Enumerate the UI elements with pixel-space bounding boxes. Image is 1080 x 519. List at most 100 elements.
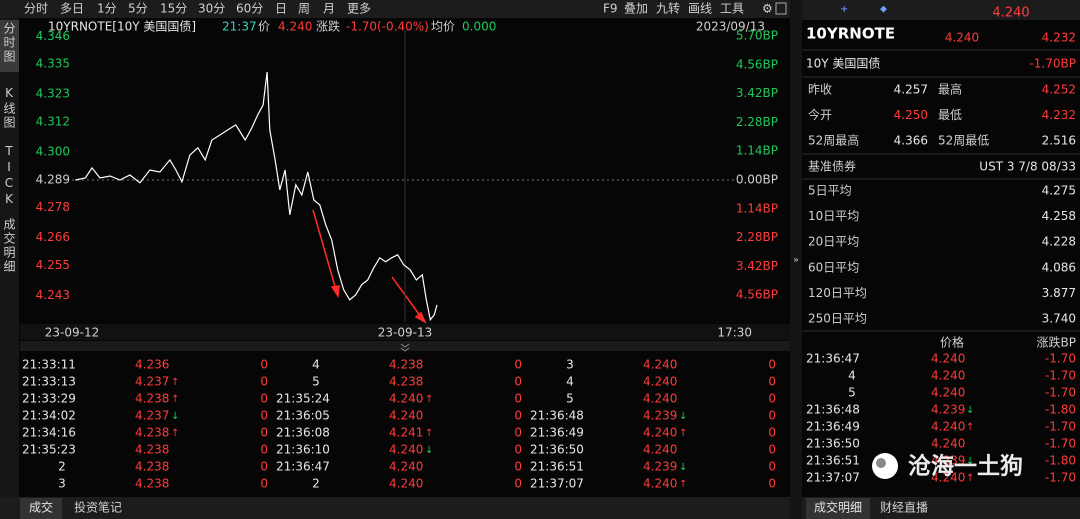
y2-tick-label: 4.56BP xyxy=(736,57,778,71)
detail-price: 4.240 xyxy=(931,471,965,485)
trade-volume: 0 xyxy=(260,358,268,372)
trade-volume: 0 xyxy=(768,375,776,389)
detail-price: 4.240 xyxy=(931,352,965,366)
average-label: 250日平均 xyxy=(808,312,867,326)
period-tab[interactable]: 1分 xyxy=(97,2,117,16)
trade-flag: ↓ xyxy=(679,462,687,473)
trade-flag: ↓ xyxy=(171,411,179,422)
trade-price: 4.238 xyxy=(135,460,169,474)
period-tab[interactable]: 分时 xyxy=(24,2,48,16)
detail-time: 21:36:50 xyxy=(806,437,860,451)
trade-volume: 0 xyxy=(768,392,776,406)
trade-volume: 0 xyxy=(768,358,776,372)
trade-flag: ↑ xyxy=(171,394,179,405)
side-tab[interactable]: 成交明细 xyxy=(2,218,16,274)
tool-button[interactable]: 画线 xyxy=(688,2,712,16)
benchmark-value: UST 3 7/8 08/33 xyxy=(979,160,1076,174)
detail-change: -1.70 xyxy=(1045,386,1076,400)
expand-icon[interactable]: » xyxy=(793,256,799,266)
period-tab[interactable]: 5分 xyxy=(128,2,148,16)
trade-price: 4.236 xyxy=(135,358,169,372)
trade-volume: 0 xyxy=(768,443,776,457)
period-tab[interactable]: 更多 xyxy=(347,2,371,16)
y-tick-label: 4.323 xyxy=(36,87,70,101)
panel-tab[interactable]: 财经直播 xyxy=(880,501,928,515)
trade-time: 21:35:23 xyxy=(22,443,76,457)
trade-price: 4.237 xyxy=(135,409,169,423)
time: 21:37 xyxy=(222,20,257,34)
trade-volume: 0 xyxy=(260,477,268,491)
detail-change: -1.80 xyxy=(1045,454,1076,468)
settings-icon[interactable]: ⚙ xyxy=(762,2,773,16)
detail-change: -1.70 xyxy=(1045,471,1076,485)
trade-price: 4.240 xyxy=(389,477,423,491)
side-tab[interactable]: K线图 xyxy=(2,86,16,130)
side-bar xyxy=(0,18,19,498)
trade-flag: ↓ xyxy=(679,411,687,422)
period-tab[interactable]: 多日 xyxy=(60,2,84,16)
detail-price: 4.240 xyxy=(931,420,965,434)
bottom-tab[interactable]: 成交 xyxy=(29,500,53,515)
period-tab[interactable]: 60分 xyxy=(236,2,263,16)
detail-change: -1.70 xyxy=(1045,437,1076,451)
tool-button[interactable]: F9 xyxy=(603,2,618,16)
average-value: 3.877 xyxy=(1042,286,1076,300)
quote-value: 4.257 xyxy=(894,83,928,97)
detail-price: 4.240 xyxy=(931,437,965,451)
quote-label: 最高 xyxy=(938,82,962,97)
trade-time: 21:36:47 xyxy=(276,460,330,474)
trade-price: 4.241 xyxy=(389,426,423,440)
period-tab[interactable]: 日 xyxy=(275,2,287,16)
trade-volume: 0 xyxy=(768,409,776,423)
avg-label: 均价 xyxy=(431,20,455,34)
period-tab[interactable]: 30分 xyxy=(198,2,225,16)
detail-flag: ↑ xyxy=(966,473,974,484)
benchmark-label: 基准债券 xyxy=(808,159,856,174)
trade-price: 4.239 xyxy=(643,409,677,423)
watermark: 沧海一土狗 xyxy=(908,453,1023,480)
trade-seq: 4 xyxy=(312,358,320,372)
trade-price: 4.238 xyxy=(389,358,423,372)
quote-label: 今开 xyxy=(808,107,832,122)
collapse-icon[interactable] xyxy=(400,343,410,352)
y2-tick-label: 3.42BP xyxy=(736,259,778,273)
panel-dividers xyxy=(802,49,1080,332)
period-tab[interactable]: 月 xyxy=(323,2,335,16)
side-tab[interactable]: TICK xyxy=(2,144,16,208)
trade-seq: 5 xyxy=(312,375,320,389)
trade-volume: 0 xyxy=(514,409,522,423)
trade-volume: 0 xyxy=(514,477,522,491)
panel-tab[interactable]: 成交明细 xyxy=(814,500,862,515)
y-tick-label: 4.312 xyxy=(36,114,70,128)
trade-price: 4.238 xyxy=(389,375,423,389)
detail-time: 21:36:47 xyxy=(806,352,860,366)
tool-button[interactable]: 工具 xyxy=(720,2,744,16)
bottom-tab[interactable]: 投资笔记 xyxy=(74,500,122,515)
trade-time: 21:34:02 xyxy=(22,409,76,423)
side-tab[interactable]: 分时图 xyxy=(2,22,16,64)
trade-flag: ↑ xyxy=(425,428,433,439)
detail-time: 21:36:49 xyxy=(806,420,860,434)
symbol: 10YRNOTE[10Y 美国国债] xyxy=(48,20,196,34)
trade-price: 4.240 xyxy=(643,358,677,372)
trade-flag: ↑ xyxy=(171,377,179,388)
alert-icon[interactable]: ◆ xyxy=(880,5,887,15)
period-tab[interactable]: 周 xyxy=(298,2,310,16)
average-value: 3.740 xyxy=(1042,312,1076,326)
y2-tick-label: 4.56BP xyxy=(736,288,778,302)
trade-time: 21:36:50 xyxy=(530,443,584,457)
splitter xyxy=(20,341,790,351)
trade-price: 4.240 xyxy=(643,375,677,389)
add-icon[interactable]: + xyxy=(840,4,848,15)
trade-volume: 0 xyxy=(514,443,522,457)
window-icon[interactable] xyxy=(775,2,787,15)
detail-time: 21:36:51 xyxy=(806,454,860,468)
average-label: 120日平均 xyxy=(808,286,867,300)
quote-label: 52周最高 xyxy=(808,133,859,148)
change: -1.70(-0.40%) xyxy=(346,20,429,34)
detail-flag: ↓ xyxy=(966,405,974,416)
tool-button[interactable]: 九转 xyxy=(656,1,680,16)
period-tab[interactable]: 15分 xyxy=(160,2,187,16)
tool-button[interactable]: 叠加 xyxy=(624,2,648,16)
time-axis-bar xyxy=(20,324,790,340)
